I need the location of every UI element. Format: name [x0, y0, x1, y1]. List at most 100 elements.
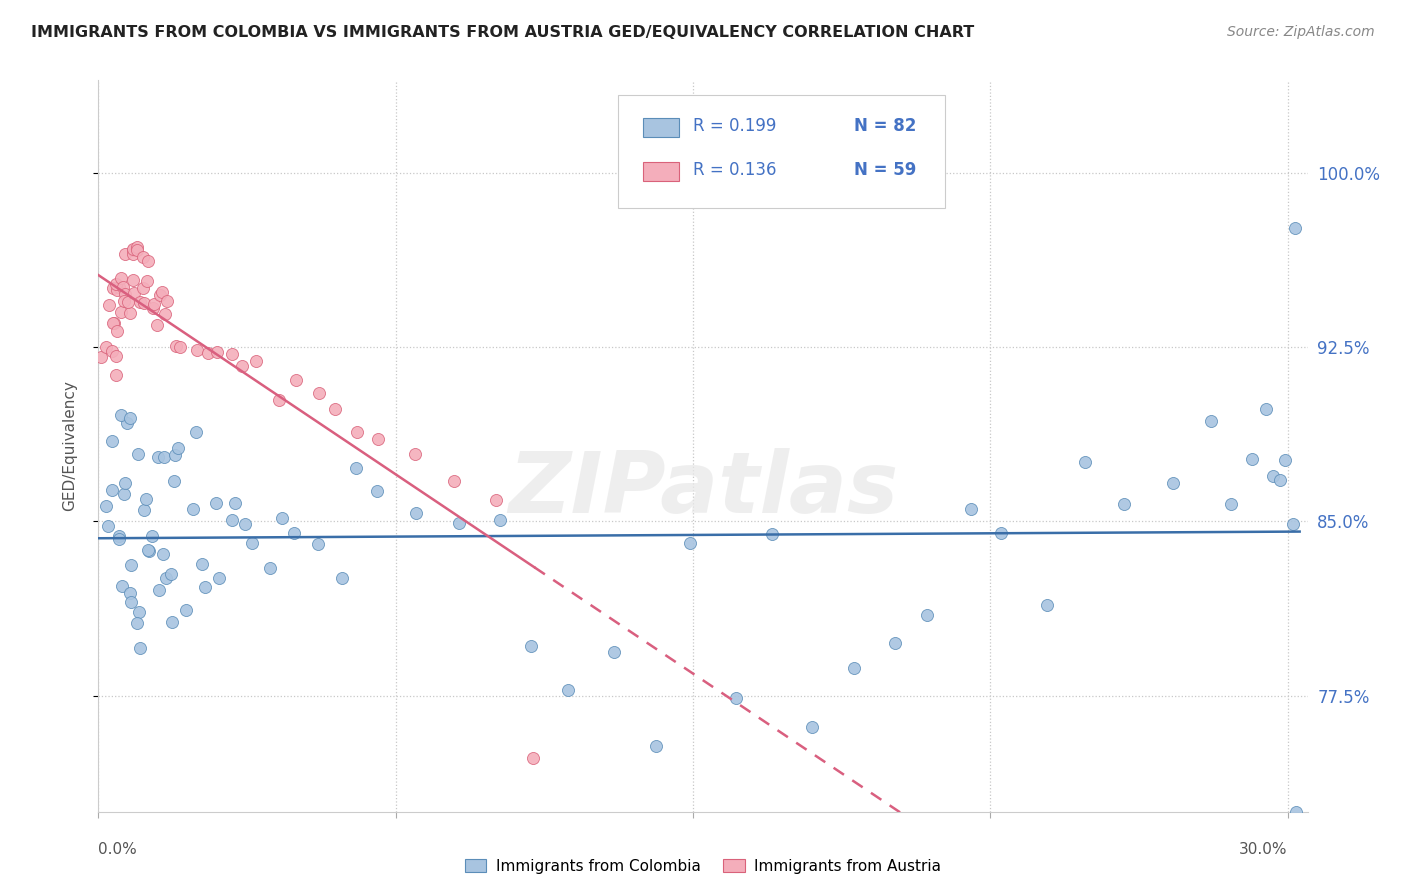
Point: [107, 279, 129, 293]
Point: [162, 615, 184, 629]
Point: [283, 526, 305, 541]
Point: [186, 343, 208, 358]
Point: [136, 254, 159, 268]
Point: [125, 240, 148, 254]
Point: [404, 447, 426, 461]
Point: [153, 307, 176, 321]
Point: [679, 536, 702, 550]
Point: [443, 474, 465, 488]
Point: [366, 484, 388, 499]
Point: [108, 533, 131, 547]
Point: [145, 318, 167, 332]
Text: 30.0%: 30.0%: [1239, 842, 1288, 857]
Point: [115, 416, 138, 430]
Point: [489, 513, 512, 527]
Point: [1036, 598, 1059, 612]
Point: [285, 373, 308, 387]
Point: [1284, 220, 1306, 235]
Text: N = 59: N = 59: [855, 161, 917, 179]
Point: [90, 350, 112, 364]
Point: [132, 281, 155, 295]
Point: [259, 560, 281, 574]
Point: [520, 639, 543, 653]
Point: [112, 279, 135, 293]
Point: [485, 492, 508, 507]
Point: [121, 247, 143, 261]
Point: [152, 547, 174, 561]
Point: [208, 571, 231, 585]
Point: [330, 571, 353, 585]
Point: [990, 525, 1012, 540]
Point: [1281, 516, 1303, 531]
Point: [143, 297, 166, 311]
Point: [104, 277, 127, 292]
Text: 0.0%: 0.0%: [98, 842, 138, 857]
Point: [120, 595, 142, 609]
Y-axis label: GED/Equivalency: GED/Equivalency: [63, 381, 77, 511]
Point: [114, 246, 136, 260]
Point: [127, 447, 149, 461]
Point: [136, 274, 159, 288]
Point: [1274, 452, 1296, 467]
Point: [169, 340, 191, 354]
Point: [174, 603, 197, 617]
Point: [128, 294, 150, 309]
Point: [1254, 402, 1277, 417]
Point: [125, 616, 148, 631]
Point: [307, 537, 329, 551]
Point: [1268, 473, 1291, 487]
Point: [138, 543, 160, 558]
Point: [197, 346, 219, 360]
Point: [118, 306, 141, 320]
Point: [117, 294, 139, 309]
Point: [603, 644, 626, 658]
Point: [121, 244, 143, 258]
Point: [131, 250, 153, 264]
Point: [112, 487, 135, 501]
Point: [205, 496, 228, 510]
Point: [405, 506, 427, 520]
Point: [148, 450, 170, 464]
FancyBboxPatch shape: [619, 95, 945, 209]
Point: [129, 640, 152, 655]
Text: Source: ZipAtlas.com: Source: ZipAtlas.com: [1227, 25, 1375, 39]
Point: [114, 476, 136, 491]
Point: [101, 281, 124, 295]
Point: [308, 385, 330, 400]
Point: [163, 474, 186, 488]
Point: [1112, 497, 1135, 511]
Point: [221, 347, 243, 361]
Point: [160, 566, 183, 581]
Point: [122, 273, 145, 287]
Point: [156, 293, 179, 308]
Point: [271, 510, 294, 524]
Point: [645, 739, 668, 753]
Point: [801, 720, 824, 734]
Point: [1073, 455, 1095, 469]
Point: [101, 483, 124, 498]
Point: [184, 425, 207, 440]
Point: [111, 579, 134, 593]
Point: [122, 286, 145, 301]
Point: [120, 558, 142, 572]
Point: [959, 501, 981, 516]
Point: [101, 316, 124, 330]
Point: [101, 434, 124, 449]
Point: [344, 461, 367, 475]
Point: [557, 682, 579, 697]
Point: [103, 316, 125, 330]
Point: [128, 605, 150, 619]
Point: [1161, 475, 1184, 490]
Point: [94, 340, 117, 354]
Point: [1263, 468, 1285, 483]
Point: [132, 296, 155, 310]
Point: [269, 393, 291, 408]
Text: ZIPatlas: ZIPatlas: [508, 449, 898, 532]
Point: [233, 517, 256, 532]
Point: [101, 344, 124, 359]
Point: [141, 301, 163, 315]
Point: [135, 491, 157, 506]
Point: [107, 528, 129, 542]
Point: [224, 496, 246, 510]
Point: [121, 243, 143, 257]
